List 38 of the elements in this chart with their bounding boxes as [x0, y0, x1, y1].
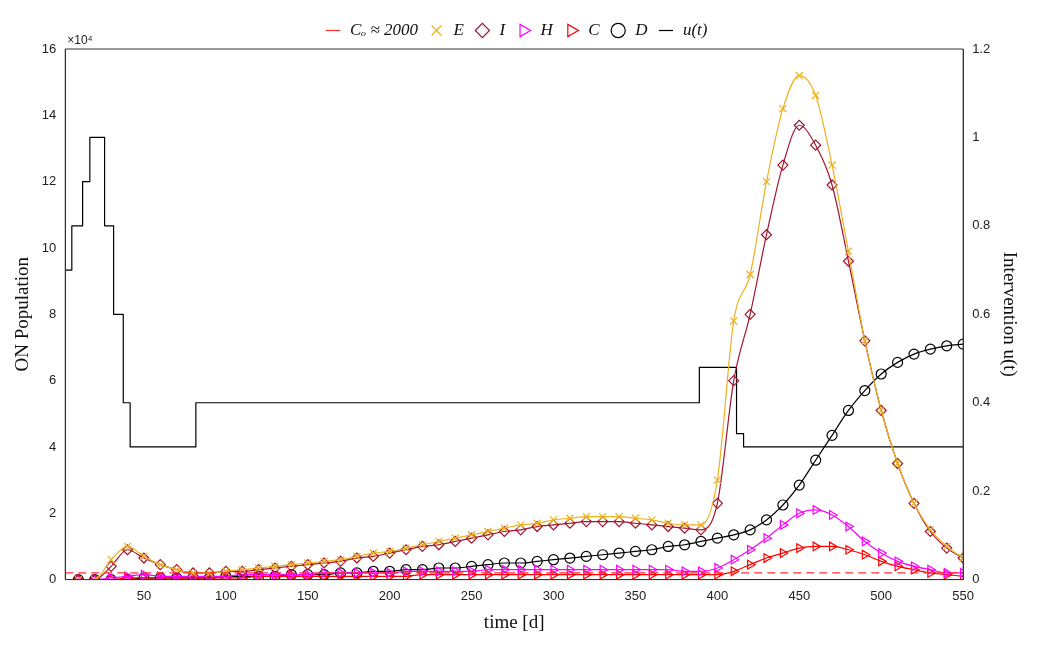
- y-tick-label: 10: [41, 239, 57, 255]
- x-tick-label: 250: [460, 587, 483, 603]
- legend-label: H: [539, 19, 555, 39]
- legend-label: C: [588, 19, 601, 39]
- y-tick-label: 16: [41, 40, 57, 56]
- legend-label: D: [634, 19, 649, 39]
- y-tick-label: 6: [49, 372, 57, 388]
- y2-tick-label: 1.2: [972, 40, 991, 56]
- legend-label: Cₒ ≈ 2000: [350, 19, 419, 39]
- y-tick-label: 12: [41, 173, 57, 189]
- y-tick-label: 8: [49, 305, 57, 321]
- legend-label: E: [452, 19, 465, 39]
- text: ×10⁴: [67, 33, 93, 48]
- y-tick-label: 14: [41, 106, 57, 122]
- x-tick-label: 550: [952, 587, 974, 603]
- y-tick-label: 0: [49, 571, 57, 587]
- y2-axis-title: Intervention u(t): [998, 251, 1021, 377]
- y-tick-label: 4: [49, 438, 57, 454]
- x-tick-label: 300: [542, 587, 565, 603]
- y2-tick-label: 0.2: [972, 482, 991, 498]
- y-axis-title: ON Population: [11, 256, 33, 372]
- x-tick-label: 450: [788, 587, 811, 603]
- x-tick-label: 150: [296, 587, 319, 603]
- y2-tick-label: 0.6: [972, 305, 991, 321]
- y2-tick-label: 0.8: [972, 217, 991, 233]
- x-tick-label: 400: [706, 587, 729, 603]
- y2-tick-label: 0: [972, 571, 980, 587]
- y2-tick-label: 1: [972, 129, 980, 145]
- x-tick-label: 500: [870, 587, 893, 603]
- x-tick-label: 100: [214, 587, 237, 603]
- y2-tick-label: 0.4: [972, 394, 991, 410]
- x-tick-label: 50: [136, 587, 152, 603]
- x-tick-label: 200: [378, 587, 401, 603]
- y-tick-label: 2: [49, 504, 57, 520]
- legend-label: I: [498, 19, 507, 39]
- x-tick-label: 350: [624, 587, 647, 603]
- x-axis-title: time [d]: [483, 610, 545, 632]
- legend-label: u(t): [682, 19, 708, 39]
